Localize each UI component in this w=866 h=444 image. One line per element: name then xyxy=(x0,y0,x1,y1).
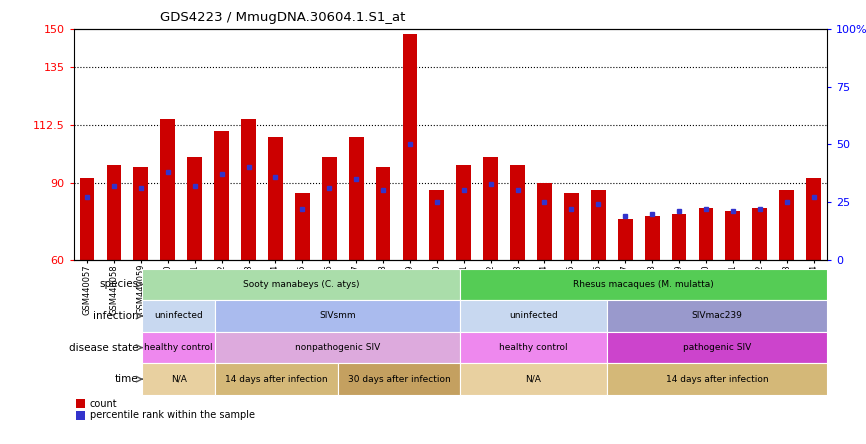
Text: 14 days after infection: 14 days after infection xyxy=(225,375,328,384)
Text: SIVmac239: SIVmac239 xyxy=(692,312,742,321)
Text: N/A: N/A xyxy=(526,375,541,384)
Text: N/A: N/A xyxy=(171,375,187,384)
Bar xyxy=(107,165,121,260)
Bar xyxy=(295,193,310,260)
Text: infection: infection xyxy=(93,311,139,321)
Bar xyxy=(644,216,660,260)
Bar xyxy=(241,119,256,260)
Bar xyxy=(403,34,417,260)
Bar xyxy=(607,300,827,332)
Bar xyxy=(537,183,552,260)
Text: time: time xyxy=(115,374,139,384)
Bar xyxy=(216,363,338,395)
Text: GDS4223 / MmugDNA.30604.1.S1_at: GDS4223 / MmugDNA.30604.1.S1_at xyxy=(160,12,405,24)
Bar xyxy=(591,190,605,260)
Text: count: count xyxy=(89,399,117,409)
Bar xyxy=(753,208,767,260)
Bar xyxy=(322,157,337,260)
Bar xyxy=(607,363,827,395)
Bar xyxy=(338,363,460,395)
Bar xyxy=(460,300,607,332)
Bar xyxy=(430,190,444,260)
Bar xyxy=(617,219,633,260)
Bar xyxy=(80,178,94,260)
Text: uninfected: uninfected xyxy=(154,312,204,321)
Bar xyxy=(460,269,827,300)
Text: disease state: disease state xyxy=(69,343,139,353)
Bar xyxy=(460,332,607,363)
Text: percentile rank within the sample: percentile rank within the sample xyxy=(89,410,255,420)
Bar xyxy=(214,131,229,260)
Bar xyxy=(699,208,714,260)
Text: 14 days after infection: 14 days after infection xyxy=(666,375,768,384)
Bar xyxy=(268,137,283,260)
Bar xyxy=(460,363,607,395)
Bar xyxy=(779,190,794,260)
Text: species: species xyxy=(100,279,139,289)
Bar xyxy=(349,137,364,260)
Text: pathogenic SIV: pathogenic SIV xyxy=(682,343,751,352)
Bar xyxy=(564,193,578,260)
Text: healthy control: healthy control xyxy=(145,343,213,352)
Text: Rhesus macaques (M. mulatta): Rhesus macaques (M. mulatta) xyxy=(573,280,714,289)
Bar xyxy=(76,411,85,420)
Text: healthy control: healthy control xyxy=(499,343,568,352)
Bar xyxy=(672,214,687,260)
Bar xyxy=(216,300,460,332)
Bar xyxy=(142,269,460,300)
Bar xyxy=(376,167,391,260)
Bar xyxy=(510,165,525,260)
Bar xyxy=(142,300,216,332)
Text: nonpathogenic SIV: nonpathogenic SIV xyxy=(295,343,380,352)
Bar xyxy=(806,178,821,260)
Text: uninfected: uninfected xyxy=(509,312,558,321)
Text: SIVsmm: SIVsmm xyxy=(320,312,356,321)
Bar xyxy=(483,157,498,260)
Bar xyxy=(133,167,148,260)
Text: 30 days after infection: 30 days after infection xyxy=(347,375,450,384)
Bar xyxy=(607,332,827,363)
Bar xyxy=(456,165,471,260)
Bar xyxy=(726,211,740,260)
Bar xyxy=(187,157,202,260)
Bar xyxy=(142,363,216,395)
Bar xyxy=(216,332,460,363)
Bar xyxy=(76,399,85,408)
Bar xyxy=(160,119,175,260)
Text: Sooty manabeys (C. atys): Sooty manabeys (C. atys) xyxy=(242,280,359,289)
Bar xyxy=(142,332,216,363)
